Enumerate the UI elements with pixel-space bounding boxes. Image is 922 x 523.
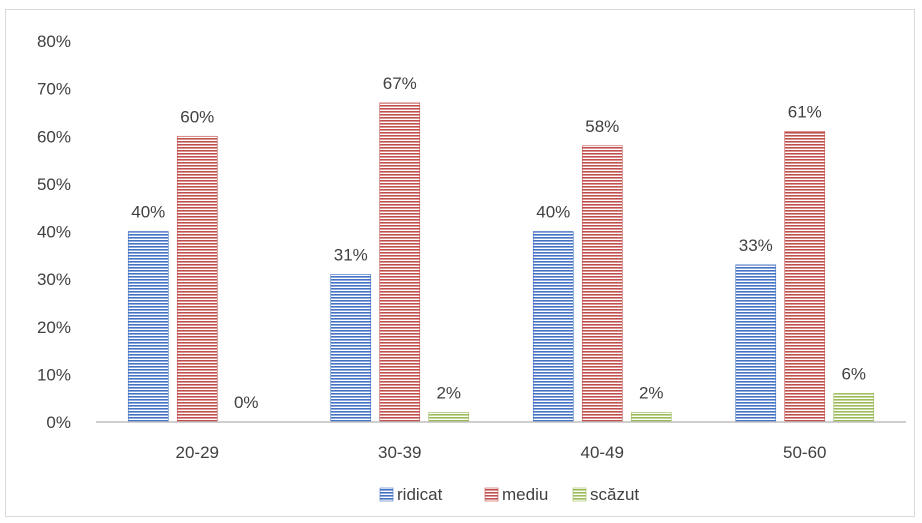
x-axis-ticks: 20-29 30-39 40-49 50-60	[176, 443, 827, 462]
bar-mediu-20-29	[177, 136, 217, 422]
x-tick-label: 50-60	[783, 443, 826, 462]
legend-label: ridicat	[397, 485, 443, 504]
data-label: 61%	[788, 102, 822, 121]
x-tick-label: 20-29	[176, 443, 219, 462]
y-tick-label: 40%	[37, 223, 71, 242]
bar-ridicat-50-60	[736, 265, 776, 422]
y-tick-label: 80%	[37, 32, 71, 51]
y-tick-label: 20%	[37, 318, 71, 337]
y-axis-ticks: 0% 10% 20% 30% 40% 50% 60% 70% 80%	[37, 32, 71, 432]
legend-item-scăzut: scăzut	[573, 485, 639, 504]
bar-ridicat-30-39	[331, 274, 371, 422]
data-label: 40%	[131, 203, 165, 222]
legend: ridicat mediu scăzut	[380, 485, 639, 504]
bar-scăzut-40-49	[631, 412, 671, 422]
legend-swatch	[380, 488, 393, 501]
data-label: 60%	[180, 107, 214, 126]
data-label: 31%	[334, 245, 368, 264]
bar-mediu-30-39	[380, 103, 420, 422]
legend-label: mediu	[502, 485, 548, 504]
bars	[128, 103, 874, 422]
legend-item-mediu: mediu	[485, 485, 548, 504]
data-label: 67%	[383, 74, 417, 93]
y-tick-label: 60%	[37, 127, 71, 146]
legend-item-ridicat: ridicat	[380, 485, 443, 504]
bar-mediu-40-49	[582, 146, 622, 422]
bar-ridicat-40-49	[533, 232, 573, 423]
y-tick-label: 30%	[37, 270, 71, 289]
bar-mediu-50-60	[785, 131, 825, 422]
data-label: 2%	[639, 383, 664, 402]
data-label: 40%	[536, 203, 570, 222]
y-tick-label: 0%	[46, 413, 71, 432]
data-label: 58%	[585, 117, 619, 136]
bar-ridicat-20-29	[128, 232, 168, 423]
bar-scăzut-30-39	[429, 412, 469, 422]
y-tick-label: 10%	[37, 365, 71, 384]
x-tick-label: 40-49	[581, 443, 624, 462]
data-label: 2%	[436, 383, 461, 402]
data-label: 6%	[841, 364, 866, 383]
data-label: 33%	[739, 236, 773, 255]
legend-swatch	[485, 488, 498, 501]
legend-label: scăzut	[590, 485, 639, 504]
x-tick-label: 30-39	[378, 443, 421, 462]
y-tick-label: 70%	[37, 80, 71, 99]
y-tick-label: 50%	[37, 175, 71, 194]
bar-scăzut-50-60	[834, 393, 874, 422]
data-label: 0%	[234, 393, 259, 412]
legend-swatch	[573, 488, 586, 501]
